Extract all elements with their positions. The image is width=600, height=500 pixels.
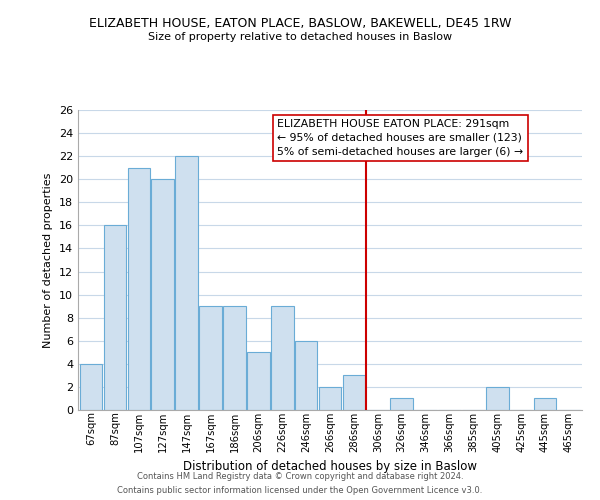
Bar	[343, 376, 365, 410]
Bar	[319, 387, 341, 410]
Bar	[223, 306, 246, 410]
Bar	[175, 156, 198, 410]
Bar	[486, 387, 509, 410]
Bar	[128, 168, 150, 410]
X-axis label: Distribution of detached houses by size in Baslow: Distribution of detached houses by size …	[183, 460, 477, 473]
Text: Size of property relative to detached houses in Baslow: Size of property relative to detached ho…	[148, 32, 452, 42]
Text: ELIZABETH HOUSE EATON PLACE: 291sqm
← 95% of detached houses are smaller (123)
5: ELIZABETH HOUSE EATON PLACE: 291sqm ← 95…	[277, 119, 523, 157]
Text: ELIZABETH HOUSE, EATON PLACE, BASLOW, BAKEWELL, DE45 1RW: ELIZABETH HOUSE, EATON PLACE, BASLOW, BA…	[89, 18, 511, 30]
Bar	[199, 306, 222, 410]
Bar	[295, 341, 317, 410]
Bar	[80, 364, 103, 410]
Text: Contains HM Land Registry data © Crown copyright and database right 2024.: Contains HM Land Registry data © Crown c…	[137, 472, 463, 481]
Bar	[391, 398, 413, 410]
Bar	[247, 352, 269, 410]
Bar	[533, 398, 556, 410]
Bar	[151, 179, 174, 410]
Y-axis label: Number of detached properties: Number of detached properties	[43, 172, 53, 348]
Bar	[271, 306, 293, 410]
Bar	[104, 226, 127, 410]
Text: Contains public sector information licensed under the Open Government Licence v3: Contains public sector information licen…	[118, 486, 482, 495]
